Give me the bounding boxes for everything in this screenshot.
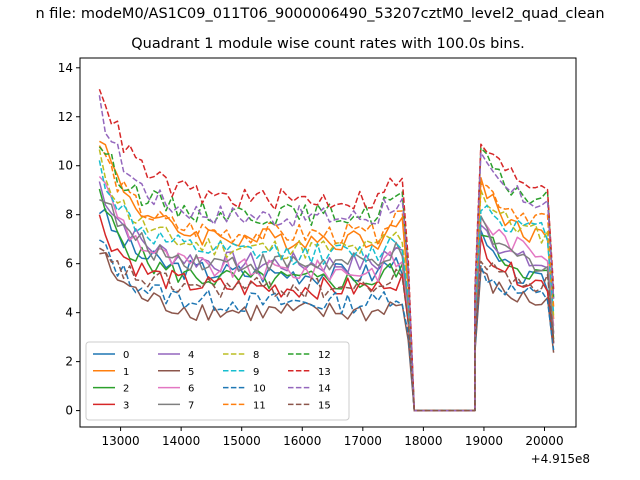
x-tick-label: 14000 bbox=[162, 434, 200, 448]
y-tick-label: 0 bbox=[65, 404, 73, 418]
x-tick-label: 20000 bbox=[525, 434, 563, 448]
legend-label: 4 bbox=[188, 350, 194, 361]
y-tick-label: 12 bbox=[58, 110, 73, 124]
legend-label: 1 bbox=[123, 367, 129, 378]
x-offset-label: +4.915e8 bbox=[530, 452, 590, 466]
axis-ticks: 13000 14000 15000 16000 17000 18000 19000 20000… bbox=[58, 61, 564, 448]
legend-label: 0 bbox=[123, 350, 129, 361]
legend-label: 2 bbox=[123, 384, 129, 395]
y-tick-label: 2 bbox=[65, 355, 73, 369]
series-line-15 bbox=[99, 247, 555, 412]
x-tick-label: 19000 bbox=[465, 434, 503, 448]
legend-box bbox=[85, 341, 350, 421]
legend-label: 14 bbox=[318, 384, 331, 395]
figure-suptitle: n file: modeM0/AS1C09_011T06_9000006490_… bbox=[35, 6, 605, 22]
y-tick-label: 4 bbox=[65, 306, 73, 320]
series-line-7 bbox=[99, 199, 555, 412]
plot-area bbox=[98, 88, 555, 412]
legend-label: 8 bbox=[253, 350, 259, 361]
legend-label: 10 bbox=[253, 384, 266, 395]
y-tick-label: 8 bbox=[65, 208, 73, 222]
y-tick-label: 6 bbox=[65, 257, 73, 271]
y-tick-label: 14 bbox=[58, 61, 73, 75]
legend-label: 7 bbox=[188, 400, 194, 411]
x-tick-label: 17000 bbox=[344, 434, 382, 448]
x-tick-label: 13000 bbox=[101, 434, 139, 448]
legend-label: 15 bbox=[318, 400, 331, 411]
series-line-14 bbox=[98, 95, 555, 412]
x-tick-label: 18000 bbox=[404, 434, 442, 448]
x-tick-label: 15000 bbox=[223, 434, 261, 448]
y-tick-label: 10 bbox=[58, 159, 73, 173]
legend-label: 9 bbox=[253, 367, 259, 378]
legend-label: 6 bbox=[188, 384, 194, 395]
legend-label: 11 bbox=[253, 400, 266, 411]
legend-label: 3 bbox=[123, 400, 129, 411]
chart-title: Quadrant 1 module wise count rates with … bbox=[131, 36, 525, 52]
legend-label: 12 bbox=[318, 350, 331, 361]
legend-label: 13 bbox=[318, 367, 331, 378]
legend-label: 5 bbox=[188, 367, 194, 378]
x-tick-label: 16000 bbox=[283, 434, 321, 448]
axes-frame bbox=[79, 57, 577, 428]
